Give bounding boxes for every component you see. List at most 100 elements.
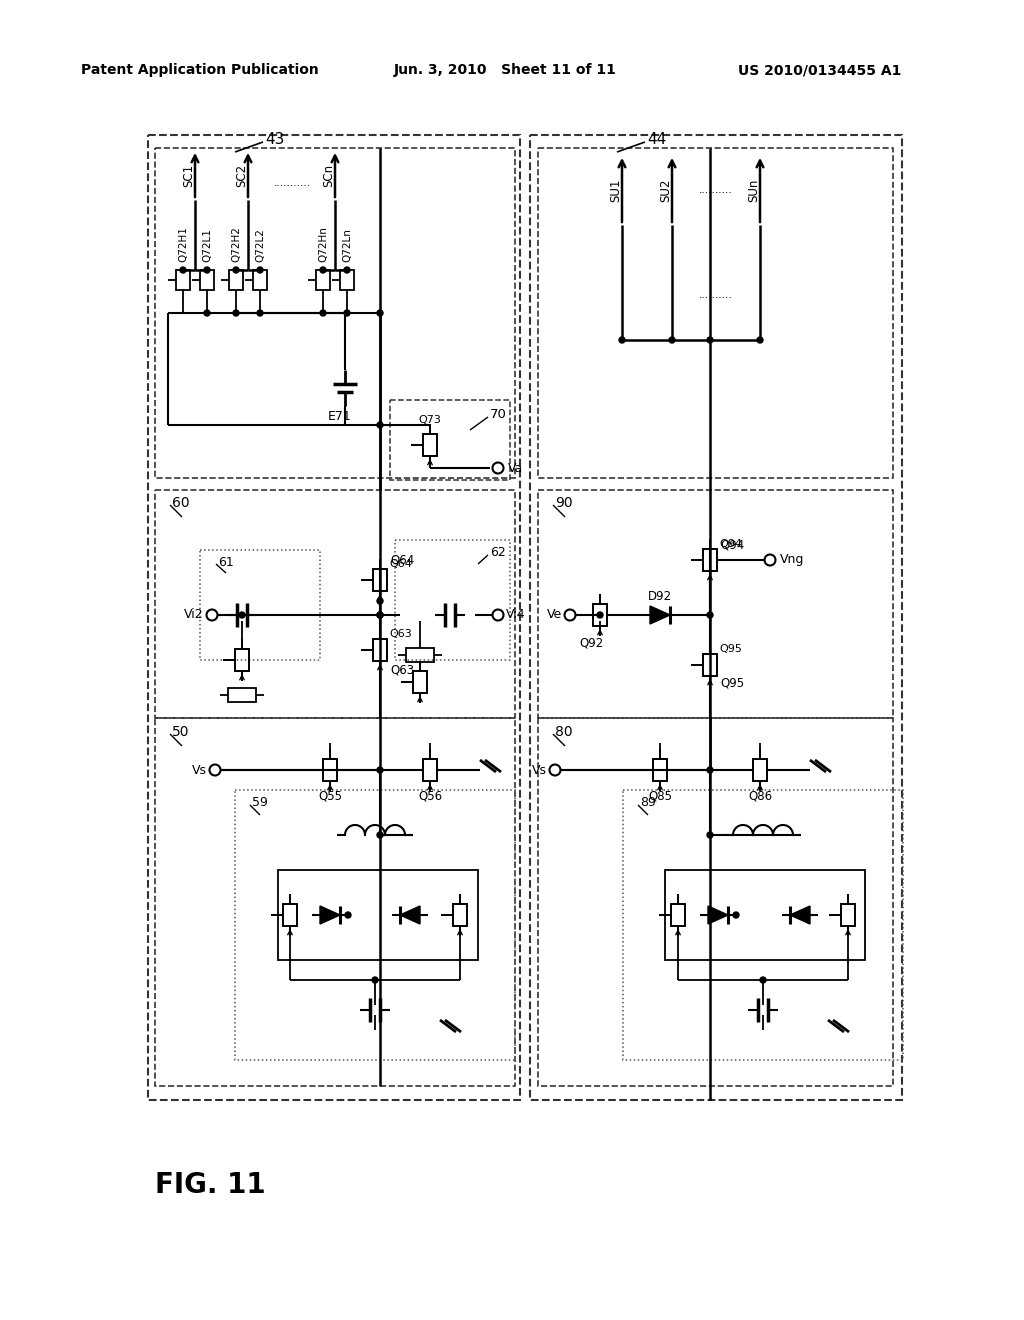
- Text: Q72L1: Q72L1: [202, 228, 212, 261]
- Bar: [753, 759, 767, 781]
- Bar: [413, 671, 427, 693]
- Bar: [671, 904, 685, 927]
- Circle shape: [377, 612, 383, 618]
- Text: SCn: SCn: [323, 164, 336, 186]
- Circle shape: [319, 310, 326, 315]
- Circle shape: [377, 310, 383, 315]
- Bar: [148, 135, 520, 1100]
- Text: SU2: SU2: [659, 178, 673, 202]
- Bar: [373, 569, 387, 591]
- Bar: [176, 271, 190, 290]
- Bar: [653, 759, 667, 781]
- Text: Q73: Q73: [419, 414, 441, 425]
- Bar: [390, 400, 510, 480]
- Bar: [373, 639, 387, 661]
- Text: 50: 50: [172, 725, 189, 739]
- Text: Q63: Q63: [390, 664, 414, 676]
- Text: Q94: Q94: [719, 539, 742, 549]
- Circle shape: [707, 767, 713, 774]
- Polygon shape: [790, 906, 810, 924]
- Text: Patent Application Publication: Patent Application Publication: [81, 63, 318, 77]
- Bar: [703, 653, 717, 676]
- Text: 60: 60: [172, 496, 189, 510]
- Text: Q55: Q55: [318, 789, 342, 803]
- Bar: [234, 789, 515, 1060]
- Circle shape: [239, 612, 245, 618]
- Bar: [234, 649, 249, 671]
- Circle shape: [344, 267, 350, 273]
- Text: 70: 70: [490, 408, 507, 421]
- Bar: [623, 789, 903, 1060]
- Circle shape: [377, 832, 383, 838]
- Polygon shape: [708, 906, 728, 924]
- Bar: [593, 605, 607, 626]
- Bar: [340, 271, 354, 290]
- Text: Vi2: Vi2: [184, 609, 204, 622]
- Text: SU1: SU1: [609, 178, 623, 202]
- Circle shape: [344, 310, 350, 315]
- Text: 43: 43: [265, 132, 285, 148]
- Circle shape: [377, 767, 383, 774]
- Circle shape: [257, 267, 263, 273]
- Text: Q92: Q92: [580, 636, 604, 649]
- Circle shape: [345, 912, 351, 917]
- Text: Q86: Q86: [748, 789, 772, 803]
- Text: FIG. 11: FIG. 11: [155, 1171, 265, 1199]
- Text: Q72H1: Q72H1: [178, 226, 188, 261]
- Circle shape: [618, 337, 625, 343]
- Circle shape: [377, 598, 383, 605]
- Text: Q64: Q64: [390, 553, 415, 566]
- Circle shape: [204, 267, 210, 273]
- Polygon shape: [400, 906, 420, 924]
- Text: 62: 62: [490, 546, 506, 560]
- Text: Q85: Q85: [648, 789, 672, 803]
- Bar: [538, 148, 893, 478]
- Bar: [228, 688, 256, 702]
- Circle shape: [707, 832, 713, 838]
- Circle shape: [760, 977, 766, 983]
- Bar: [323, 759, 337, 781]
- Bar: [155, 718, 515, 1086]
- Text: ..........: ..........: [699, 185, 733, 195]
- Text: Q94: Q94: [720, 539, 744, 552]
- Bar: [841, 904, 855, 927]
- Bar: [316, 271, 330, 290]
- Text: Q72Hn: Q72Hn: [318, 226, 328, 261]
- Text: E71: E71: [328, 409, 352, 422]
- Bar: [253, 271, 267, 290]
- Text: SUn: SUn: [748, 178, 761, 202]
- Bar: [229, 271, 243, 290]
- Bar: [200, 550, 319, 660]
- Text: Vng: Vng: [780, 553, 805, 566]
- Text: Jun. 3, 2010   Sheet 11 of 11: Jun. 3, 2010 Sheet 11 of 11: [393, 63, 616, 77]
- Circle shape: [597, 612, 603, 618]
- Bar: [155, 490, 515, 718]
- Circle shape: [377, 422, 383, 428]
- Bar: [423, 759, 437, 781]
- Text: Q56: Q56: [418, 789, 442, 803]
- Bar: [538, 718, 893, 1086]
- Bar: [665, 870, 865, 960]
- Text: Q95: Q95: [719, 644, 741, 653]
- Text: Vi4: Vi4: [506, 609, 525, 622]
- Text: SC2: SC2: [236, 164, 249, 186]
- Text: 89: 89: [640, 796, 656, 809]
- Text: SC1: SC1: [182, 164, 196, 186]
- Text: Vs: Vs: [532, 763, 547, 776]
- Text: ..........: ..........: [699, 290, 733, 300]
- Text: ...........: ...........: [273, 178, 310, 187]
- Bar: [423, 434, 437, 455]
- Bar: [155, 148, 515, 478]
- Circle shape: [319, 267, 326, 273]
- Text: Ve: Ve: [547, 609, 562, 622]
- Text: US 2010/0134455 A1: US 2010/0134455 A1: [738, 63, 902, 77]
- Circle shape: [233, 267, 239, 273]
- Bar: [406, 648, 434, 663]
- Bar: [283, 904, 297, 927]
- Text: Q72Ln: Q72Ln: [342, 228, 352, 261]
- Circle shape: [669, 337, 675, 343]
- Bar: [395, 540, 510, 660]
- Polygon shape: [319, 906, 340, 924]
- Text: D92: D92: [648, 590, 672, 603]
- Circle shape: [757, 337, 763, 343]
